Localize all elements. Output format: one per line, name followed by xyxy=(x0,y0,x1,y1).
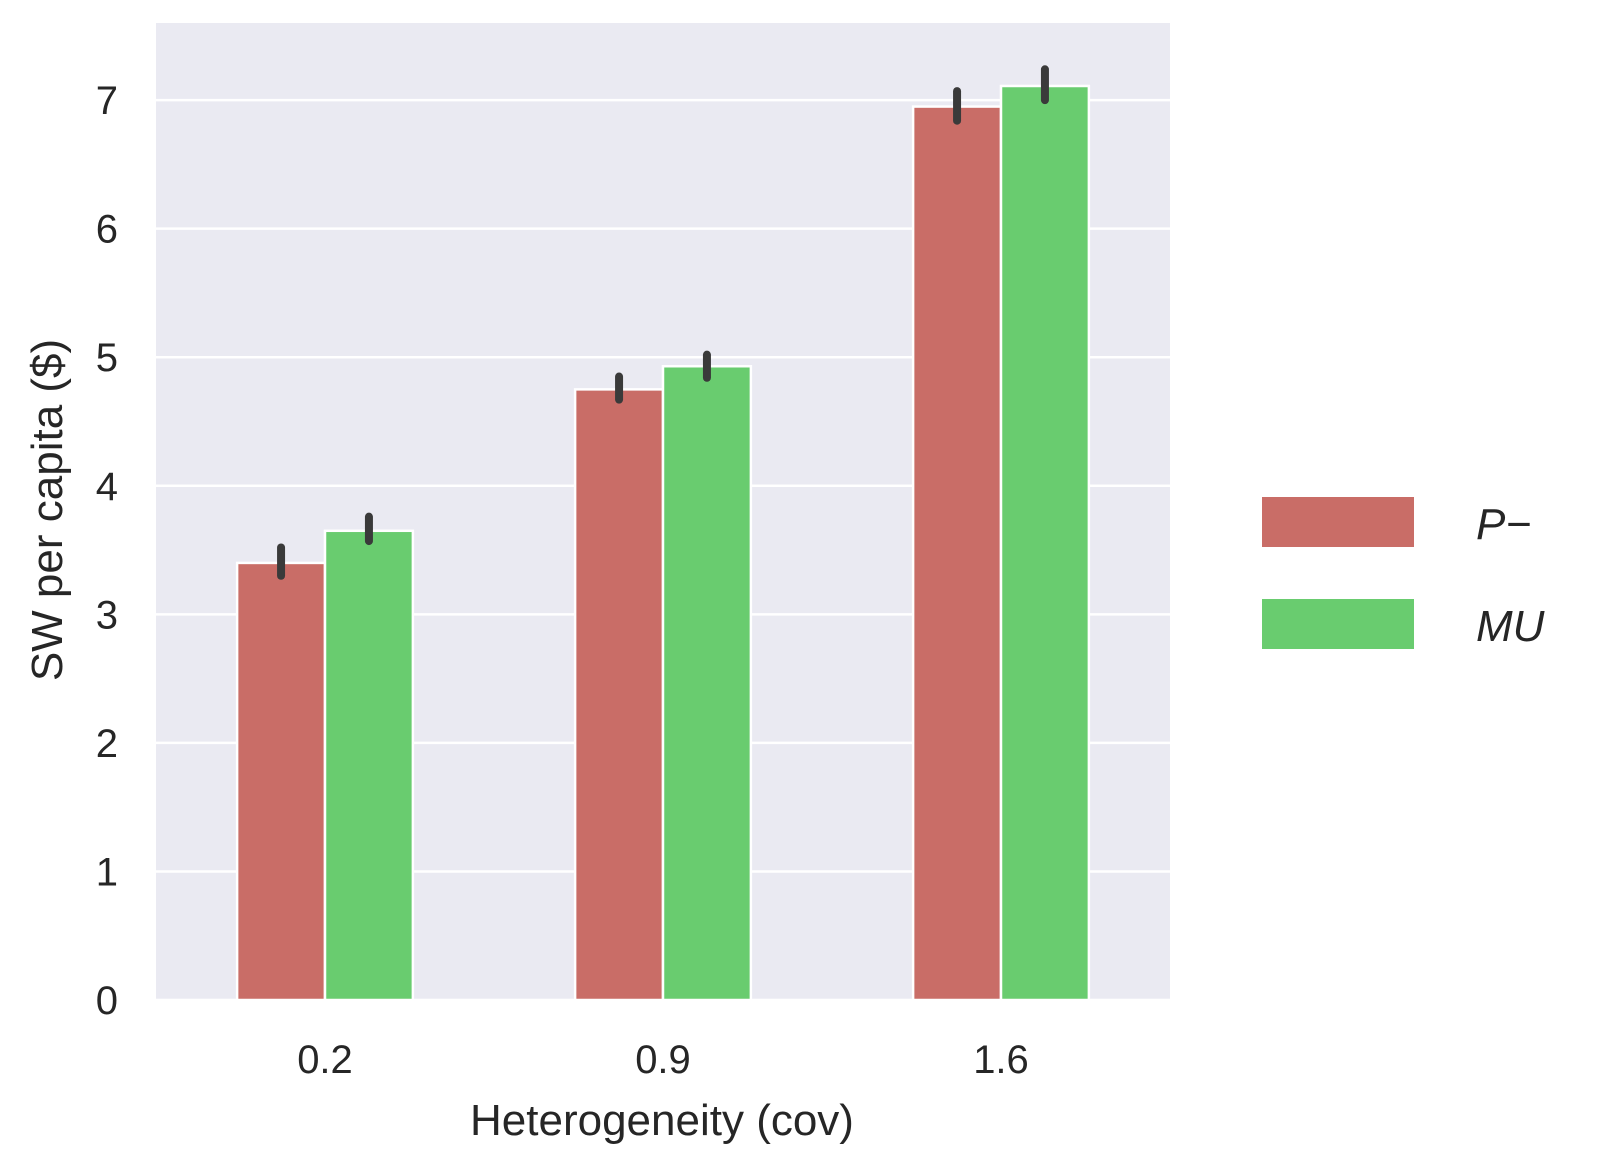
y-tick-label: 0 xyxy=(96,979,118,1023)
legend-swatch xyxy=(1262,497,1414,547)
legend-label: P− xyxy=(1476,500,1531,549)
y-tick-label: 1 xyxy=(96,850,118,894)
legend-label: MU xyxy=(1476,602,1545,651)
bar xyxy=(661,364,753,1002)
bar xyxy=(999,84,1091,1002)
y-tick-label: 2 xyxy=(96,722,118,766)
bar xyxy=(235,561,327,1002)
bars-group xyxy=(235,84,1091,1002)
x-axis-ticks: 0.2 0.9 1.6 xyxy=(297,1038,1029,1082)
legend: P− MU xyxy=(1262,497,1545,651)
y-tick-label: 3 xyxy=(96,593,118,637)
x-tick-label: 1.6 xyxy=(973,1038,1029,1082)
y-tick-label: 6 xyxy=(96,208,118,252)
y-axis-ticks: 0 1 2 3 4 5 6 7 xyxy=(96,79,118,1023)
error-bars-group xyxy=(277,65,1049,580)
x-tick-label: 0.9 xyxy=(635,1038,691,1082)
bar xyxy=(323,529,415,1002)
legend-swatch xyxy=(1262,599,1414,649)
y-tick-label: 4 xyxy=(96,465,118,509)
x-tick-label: 0.2 xyxy=(297,1038,353,1082)
y-axis-label: SW per capita ($) xyxy=(23,339,72,681)
y-tick-label: 5 xyxy=(96,336,118,380)
y-tick-label: 7 xyxy=(96,79,118,123)
bar xyxy=(911,105,1003,1002)
x-axis-label: Heterogeneity (cov) xyxy=(470,1096,854,1145)
bar xyxy=(573,388,665,1002)
